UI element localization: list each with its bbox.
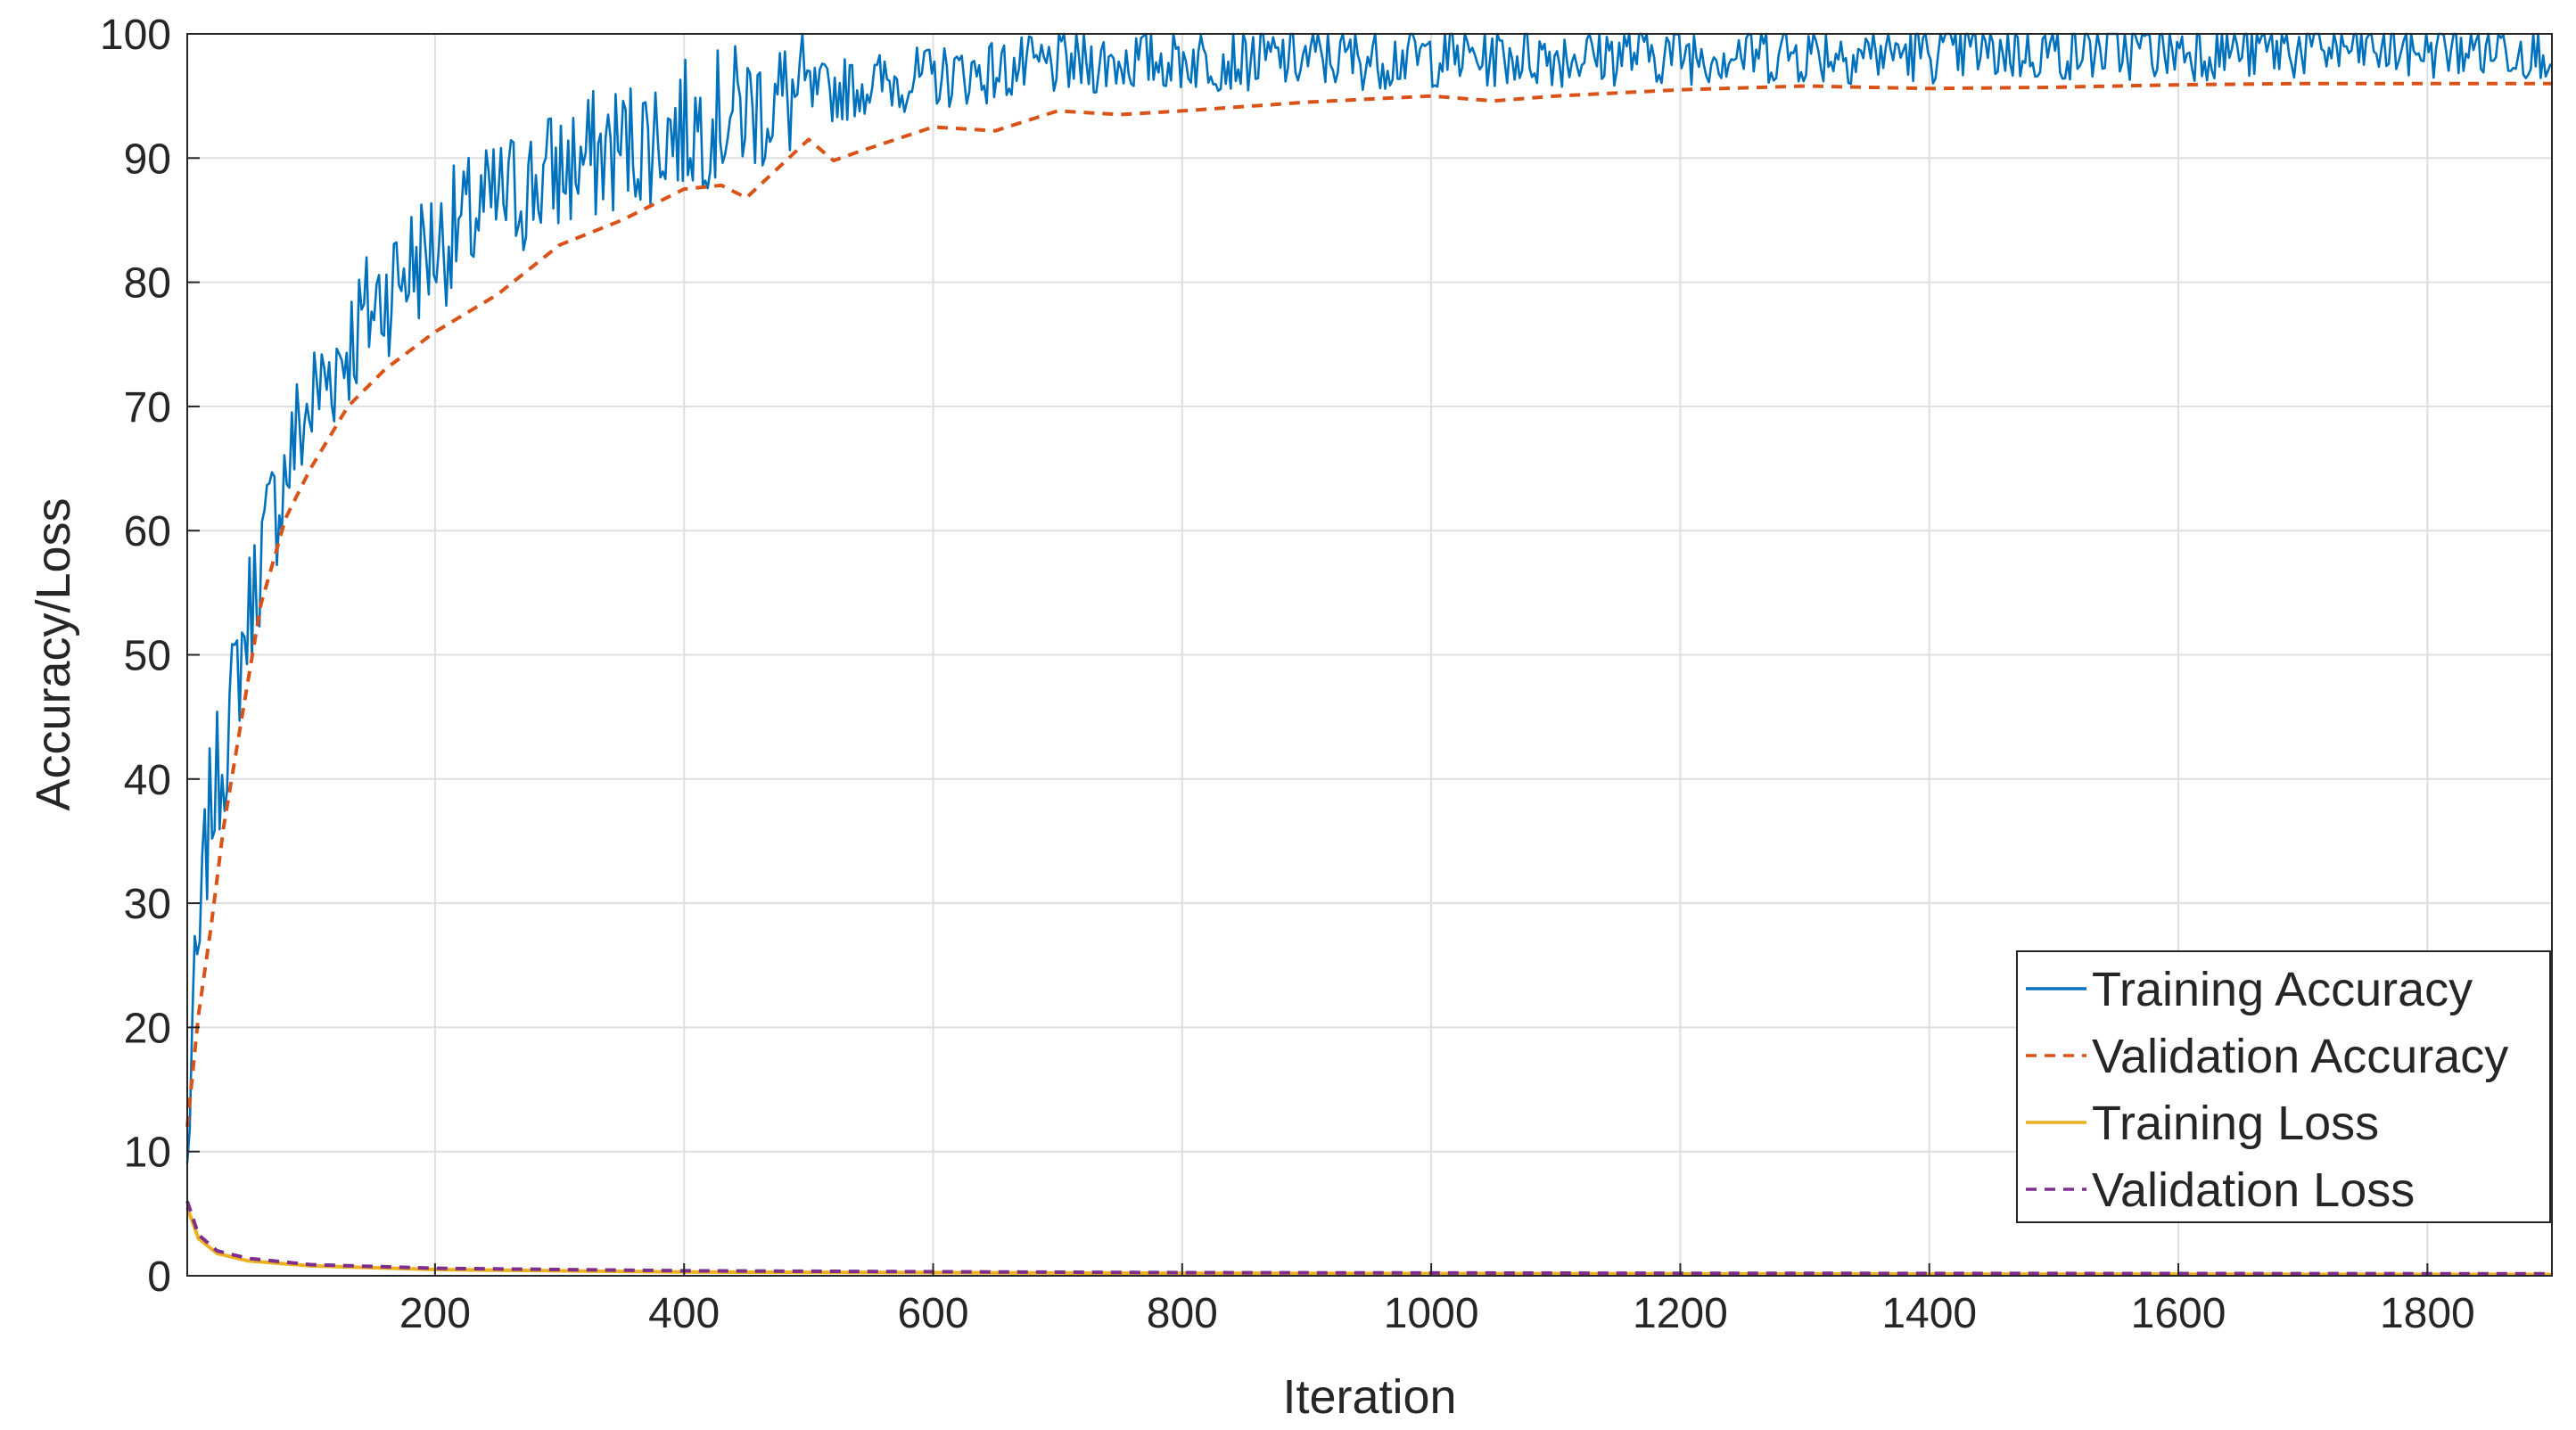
validation-loss-line (185, 1200, 2553, 1276)
y-tick-label: 100 (100, 12, 171, 59)
legend-label-validation-loss: Validation Loss (2092, 1163, 2415, 1217)
x-tick-label: 1800 (2380, 1290, 2475, 1337)
legend-box (2016, 950, 2551, 1223)
y-tick-label: 20 (124, 1005, 171, 1052)
y-tick-label: 80 (124, 260, 171, 308)
y-tick-label: 40 (124, 757, 171, 804)
y-tick-label: 70 (124, 384, 171, 431)
y-tick-label: 0 (147, 1253, 171, 1301)
x-tick-label: 600 (897, 1290, 968, 1337)
x-tick-label: 1000 (1384, 1290, 1479, 1337)
x-tick-label: 400 (648, 1290, 720, 1337)
legend: Training Accuracy Validation Accuracy Trai… (2016, 950, 2551, 1223)
x-tick-label: 800 (1147, 1290, 1218, 1337)
y-tick-label: 10 (124, 1130, 171, 1177)
x-tick-label: 200 (399, 1290, 471, 1337)
ticks: 200 400 600 800 1000 1200 1400 1600 1800 0 10 20 30 4… (100, 12, 2475, 1337)
x-tick-label: 1600 (2131, 1290, 2226, 1337)
legend-label-training-loss: Training Loss (2092, 1097, 2379, 1150)
x-axis-label: Iteration (1282, 1370, 1456, 1424)
x-tick-label: 1400 (1881, 1290, 1977, 1337)
y-tick-label: 90 (124, 136, 171, 183)
training-accuracy-line (185, 32, 2552, 1163)
y-tick-label: 50 (124, 633, 171, 680)
validation-accuracy-line (185, 81, 2552, 1128)
y-axis-label: Accuracy/Loss (27, 497, 80, 810)
x-tick-label: 1200 (1633, 1290, 1728, 1337)
y-tick-label: 60 (124, 508, 171, 555)
legend-label-validation-accuracy: Validation Accuracy (2092, 1030, 2508, 1083)
y-tick-label: 30 (124, 881, 171, 928)
legend-label-training-accuracy: Training Accuracy (2092, 963, 2473, 1016)
